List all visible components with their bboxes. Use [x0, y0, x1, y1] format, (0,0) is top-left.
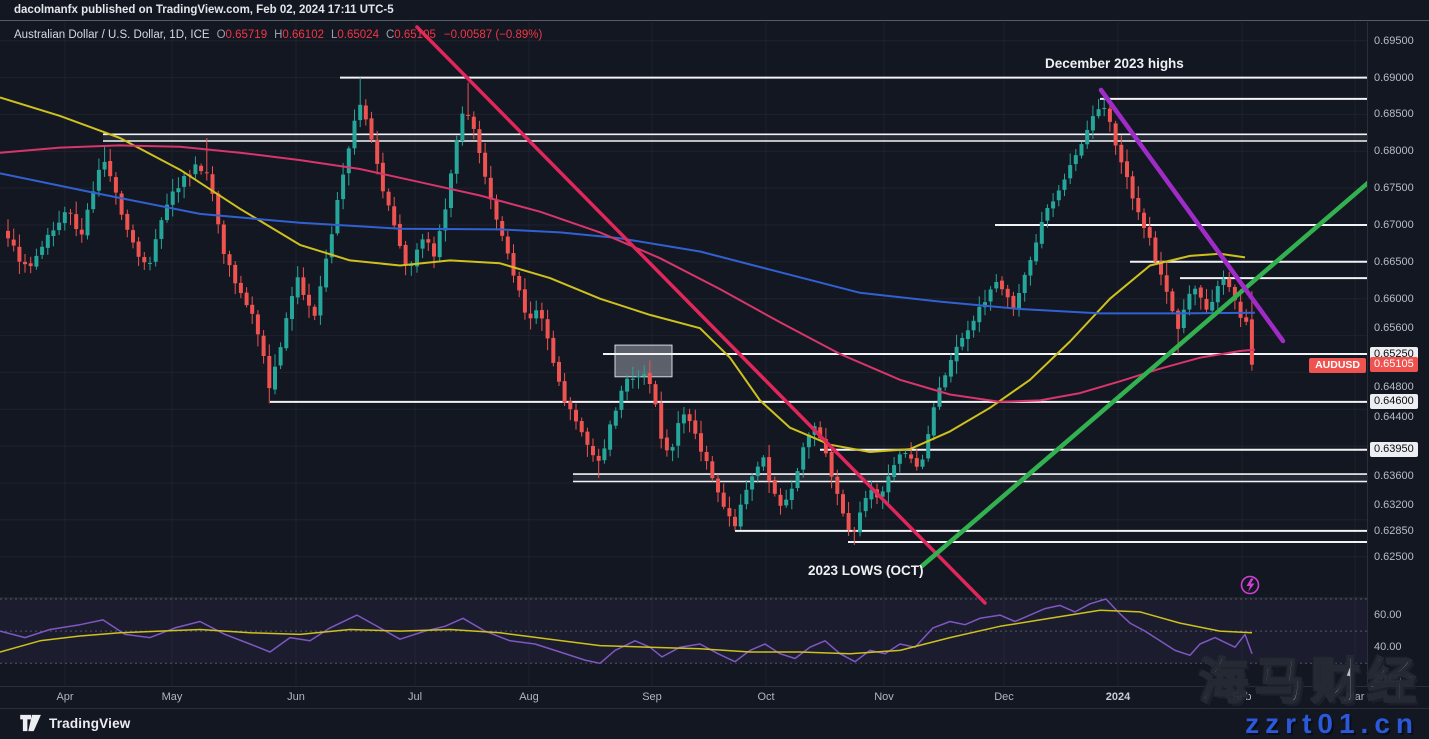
ohlc-prefix: L [331, 29, 338, 41]
time-tick-Dec: Dec [994, 691, 1014, 703]
chart-canvas[interactable]: December 2023 highs 2023 LOWS (OCT) [0, 22, 1367, 686]
level-price-label: 0.64600 [1370, 394, 1418, 410]
horizontal-levels[interactable] [270, 76, 1367, 543]
price-tick: 0.62500 [1374, 550, 1414, 563]
rsi-tick: 20.00 [1374, 673, 1402, 686]
rsi-tick: 60.00 [1374, 609, 1402, 622]
watermark-site: zzrt01.cn [1245, 708, 1419, 739]
tradingview-logo-text: TradingView [49, 715, 131, 731]
rsi-line [0, 598, 1253, 665]
uptrend-from-oct-lows [919, 180, 1367, 569]
change-value: −0.00587 (−0.89%) [443, 29, 543, 41]
ohlc-value: 0.65719 [225, 29, 268, 41]
price-tick: 0.68500 [1374, 108, 1414, 121]
price-tick: 0.69000 [1374, 71, 1414, 84]
tradingview-logo[interactable]: TradingView [20, 714, 130, 732]
time-tick-Oct: Oct [757, 691, 775, 703]
trendlines[interactable] [415, 25, 1367, 605]
time-axis[interactable]: Apr May Jun Jul Aug Sep Oct Nov Dec 2024 Feb Mar [0, 686, 1429, 709]
last-price-label: 0.65105 [1370, 357, 1418, 373]
time-tick-Feb: Feb [1232, 691, 1252, 703]
time-tick-Apr: Apr [56, 691, 74, 703]
rsi-indicator [0, 598, 1253, 665]
svg-text:2023 LOWS (OCT): 2023 LOWS (OCT) [808, 563, 924, 578]
price-tick: 0.67500 [1374, 182, 1414, 195]
price-tick: 0.67000 [1374, 219, 1414, 231]
time-tick-Mar: Mar [1345, 691, 1365, 703]
ohlc-prefix: C [385, 29, 395, 41]
price-tick: 0.62850 [1374, 524, 1414, 537]
ohlc-value: 0.65024 [337, 29, 379, 41]
price-tick: 0.64400 [1374, 410, 1414, 423]
ma-100-crimson [0, 144, 1256, 403]
time-tick-2024: 2024 [1105, 691, 1131, 703]
price-tick: 0.68000 [1374, 145, 1414, 158]
jan-2024-downtrend [1098, 87, 1286, 344]
symbol-title[interactable]: Australian Dollar / U.S. Dollar, 1D, ICE [14, 29, 210, 41]
price-axis[interactable]: 0.69500 0.69000 0.68500 0.68000 0.67500 0.670… [1367, 22, 1429, 686]
ohlc-values: O0.65719 H0.66102 L0.65024 C0.65105 −0.00587… [210, 29, 543, 41]
lightning-badge-icon[interactable] [1240, 575, 1260, 595]
downtrend-2023 [415, 25, 987, 605]
publish-bar: dacolmanfx published on TradingView.com,… [0, 0, 1429, 21]
level-price-label: 0.63950 [1370, 442, 1418, 458]
price-tick: 0.63600 [1374, 469, 1414, 482]
text-annotations[interactable]: December 2023 highs 2023 LOWS (OCT) [808, 56, 1184, 578]
price-tick: 0.66500 [1374, 255, 1414, 268]
price-tick: 0.63200 [1374, 499, 1414, 512]
time-tick-Jul: Jul [407, 691, 423, 703]
symbol-header[interactable]: Australian Dollar / U.S. Dollar, 1D, ICE… [14, 29, 542, 41]
watermark-cn: 海马财经 [1198, 655, 1423, 709]
ma-200-blue [0, 172, 1256, 315]
rsi-pane-grid [0, 597, 1367, 664]
ohlc-value: 0.66102 [282, 29, 324, 41]
time-tick-May: May [161, 691, 183, 703]
supply-demand-zones[interactable] [103, 133, 1367, 483]
time-tick-Sep: Sep [642, 691, 662, 703]
consolidation-box [614, 344, 673, 378]
time-tick-Jun: Jun [287, 691, 305, 703]
moving-averages [0, 96, 1256, 453]
publish-info: dacolmanfx published on TradingView.com,… [14, 4, 394, 16]
time-tick-Nov: Nov [874, 691, 894, 703]
rsi-ma-line [0, 609, 1253, 655]
tradingview-logo-icon [20, 714, 41, 732]
ma-fast-yellow [0, 96, 1246, 453]
rsi-tick: 40.00 [1374, 641, 1402, 654]
bottom-bar: TradingView [0, 708, 1429, 739]
ohlc-prefix: H [274, 29, 283, 41]
price-tick: 0.65600 [1374, 322, 1414, 335]
time-tick-Aug: Aug [519, 691, 539, 703]
ohlc-prefix: O [216, 29, 226, 41]
chart-area[interactable]: December 2023 highs 2023 LOWS (OCT) Austr… [0, 22, 1367, 686]
svg-text:December 2023 highs: December 2023 highs [1045, 56, 1184, 71]
candlesticks [6, 77, 1254, 545]
price-tick: 0.69500 [1374, 34, 1414, 47]
price-tick: 0.66000 [1374, 292, 1414, 305]
ohlc-value: 0.65105 [394, 29, 436, 41]
symbol-price-flag: AUDUSD [1309, 358, 1366, 373]
price-tick: 0.64800 [1374, 381, 1414, 394]
